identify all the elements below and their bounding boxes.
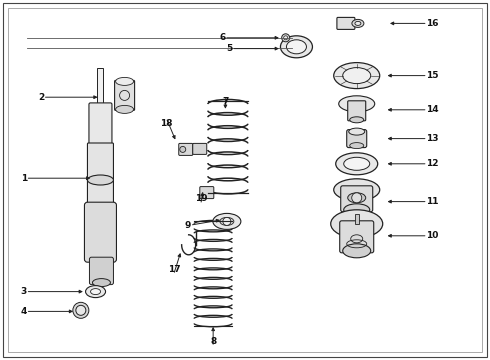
Ellipse shape xyxy=(87,175,114,185)
Ellipse shape xyxy=(220,217,234,225)
Text: 2: 2 xyxy=(38,93,44,102)
FancyBboxPatch shape xyxy=(355,214,359,224)
Text: 12: 12 xyxy=(426,159,439,168)
Text: 15: 15 xyxy=(426,71,439,80)
FancyBboxPatch shape xyxy=(348,101,366,121)
FancyBboxPatch shape xyxy=(193,143,207,154)
Circle shape xyxy=(223,217,231,225)
Text: 1: 1 xyxy=(21,174,27,183)
FancyBboxPatch shape xyxy=(98,68,103,136)
Ellipse shape xyxy=(287,40,306,54)
Ellipse shape xyxy=(334,179,380,201)
Text: 10: 10 xyxy=(426,231,439,240)
Ellipse shape xyxy=(349,128,365,135)
Text: 18: 18 xyxy=(160,119,173,128)
Ellipse shape xyxy=(343,244,371,258)
FancyBboxPatch shape xyxy=(200,186,214,199)
Ellipse shape xyxy=(343,204,370,216)
FancyBboxPatch shape xyxy=(84,202,117,262)
FancyBboxPatch shape xyxy=(347,130,367,148)
Text: 14: 14 xyxy=(426,105,439,114)
Circle shape xyxy=(73,302,89,318)
FancyBboxPatch shape xyxy=(340,221,374,253)
FancyBboxPatch shape xyxy=(341,186,373,212)
Text: 11: 11 xyxy=(426,197,439,206)
Ellipse shape xyxy=(180,147,186,152)
Ellipse shape xyxy=(331,210,383,238)
Text: 17: 17 xyxy=(168,265,180,274)
Text: 19: 19 xyxy=(195,194,207,203)
Ellipse shape xyxy=(350,143,364,149)
Circle shape xyxy=(284,36,288,40)
Ellipse shape xyxy=(93,279,110,287)
FancyBboxPatch shape xyxy=(115,80,135,111)
Ellipse shape xyxy=(213,213,241,229)
FancyBboxPatch shape xyxy=(179,143,193,156)
FancyBboxPatch shape xyxy=(87,143,114,206)
Ellipse shape xyxy=(116,77,134,85)
Ellipse shape xyxy=(355,21,361,26)
Ellipse shape xyxy=(343,157,370,170)
Text: 6: 6 xyxy=(219,33,225,42)
Ellipse shape xyxy=(91,289,100,294)
Ellipse shape xyxy=(339,96,375,112)
Ellipse shape xyxy=(280,36,313,58)
Text: 5: 5 xyxy=(226,44,233,53)
Ellipse shape xyxy=(350,117,364,123)
Circle shape xyxy=(76,305,86,315)
Ellipse shape xyxy=(116,105,134,113)
Circle shape xyxy=(282,34,290,42)
Ellipse shape xyxy=(348,193,366,203)
Ellipse shape xyxy=(352,19,364,27)
Text: 16: 16 xyxy=(426,19,439,28)
Ellipse shape xyxy=(336,153,378,175)
FancyBboxPatch shape xyxy=(90,257,114,285)
Text: 8: 8 xyxy=(210,337,216,346)
Text: 7: 7 xyxy=(222,97,229,106)
Circle shape xyxy=(352,193,362,203)
FancyBboxPatch shape xyxy=(89,103,112,145)
Ellipse shape xyxy=(334,63,380,89)
Text: 9: 9 xyxy=(185,220,191,230)
Text: 4: 4 xyxy=(21,307,27,316)
Text: 3: 3 xyxy=(21,287,27,296)
FancyBboxPatch shape xyxy=(337,17,355,30)
Ellipse shape xyxy=(343,68,371,84)
Ellipse shape xyxy=(86,285,105,298)
Text: 13: 13 xyxy=(426,134,439,143)
